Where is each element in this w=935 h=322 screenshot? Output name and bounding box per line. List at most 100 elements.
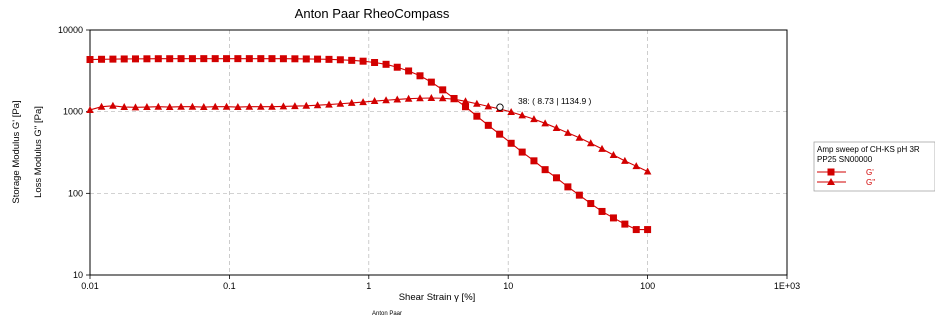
data-point-triangle <box>120 103 129 111</box>
data-point-triangle <box>518 111 526 119</box>
data-point-triangle <box>427 94 436 101</box>
data-point-triangle <box>507 108 515 116</box>
data-point-square <box>336 56 344 64</box>
data-point-square <box>188 55 196 63</box>
data-point-triangle <box>643 167 652 175</box>
cursor-label: 38: ( 8.73 | 1134.9 ) <box>518 96 592 106</box>
x-tick-label: 1 <box>366 281 371 291</box>
data-point-triangle <box>552 124 561 132</box>
data-point-square <box>348 56 356 64</box>
data-point-triangle <box>598 144 606 152</box>
axis-ticks: 0.01 0.1 1 10 100 1E+03 10 100 1000 10000 <box>58 25 800 291</box>
data-point-triangle <box>97 102 106 110</box>
data-point-triangle <box>313 101 322 109</box>
data-point-square <box>632 226 640 234</box>
legend-label-loss: G'' <box>866 178 876 187</box>
data-point-square <box>621 220 629 228</box>
data-point-triangle <box>461 97 470 105</box>
data-series <box>86 55 652 234</box>
data-point-triangle <box>257 102 265 110</box>
data-point-triangle <box>564 128 572 136</box>
data-point-triangle <box>382 96 390 104</box>
data-point-triangle <box>416 94 424 102</box>
data-point-square <box>325 55 333 63</box>
data-point-triangle <box>325 100 333 108</box>
data-point-triangle <box>279 102 288 110</box>
data-point-triangle <box>302 101 311 109</box>
x-axis-label: Shear Strain γ [%] <box>399 292 476 303</box>
legend-header-line-2: PP25 SN00000 <box>817 155 873 164</box>
data-point-triangle <box>245 102 254 110</box>
data-point-square <box>234 55 242 63</box>
data-point-square <box>575 191 583 199</box>
data-point-square <box>109 55 117 63</box>
data-point-triangle <box>393 95 402 103</box>
data-point-square <box>314 55 322 63</box>
data-point-triangle <box>370 97 379 105</box>
data-point-triangle <box>234 103 242 111</box>
data-point-triangle <box>86 105 94 113</box>
data-point-square <box>552 174 560 182</box>
chart-title: Anton Paar RheoCompass <box>295 6 450 21</box>
data-point-square <box>473 112 481 120</box>
data-point-triangle <box>143 103 151 111</box>
data-point-square <box>268 55 276 63</box>
data-point-square <box>541 166 549 174</box>
data-point-square <box>587 200 595 208</box>
data-point-triangle <box>291 102 299 110</box>
data-point-square <box>143 55 151 63</box>
data-point-square <box>484 121 492 129</box>
plot-frame <box>89 29 788 276</box>
data-point-triangle <box>530 115 538 123</box>
data-point-triangle <box>199 103 208 111</box>
x-tick-label: 0.01 <box>81 281 99 291</box>
data-point-triangle <box>450 95 458 103</box>
legend-entry-loss: G'' <box>817 178 876 187</box>
y-axis-label-loss: Loss Modulus G'' [Pa] <box>33 106 44 198</box>
footer-text: Anton Paar <box>372 311 402 317</box>
data-point-triangle <box>211 102 220 110</box>
data-point-triangle <box>586 139 595 147</box>
data-point-square <box>177 55 185 63</box>
data-point-triangle <box>575 133 584 141</box>
data-point-square <box>98 55 106 63</box>
y-tick-label: 10000 <box>58 25 83 35</box>
legend-frame <box>813 141 935 192</box>
data-point-triangle <box>621 156 629 164</box>
y-tick-label: 100 <box>68 188 83 198</box>
data-point-square <box>223 55 231 63</box>
data-point-square <box>279 55 287 63</box>
data-point-square <box>166 55 174 63</box>
data-point-triangle <box>632 162 641 170</box>
data-point-triangle <box>109 101 117 109</box>
legend-entry-storage: G' <box>817 168 874 177</box>
data-point-triangle <box>188 102 197 110</box>
data-point-triangle <box>336 99 345 107</box>
data-point-triangle <box>541 119 549 127</box>
data-point-square <box>382 60 390 68</box>
data-point-square <box>211 55 219 63</box>
x-tick-label: 0.1 <box>223 281 236 291</box>
data-point-triangle <box>165 103 174 111</box>
data-point-triangle <box>484 102 493 110</box>
data-point-square <box>302 55 310 63</box>
data-point-square <box>427 78 435 86</box>
data-point-triangle <box>473 99 481 107</box>
data-point-square <box>507 139 515 147</box>
data-point-triangle <box>131 103 140 111</box>
data-point-triangle <box>154 102 163 110</box>
data-point-square <box>200 55 208 63</box>
data-point-square <box>359 57 367 65</box>
data-point-triangle <box>359 98 367 106</box>
y-tick-label: 1000 <box>63 107 83 117</box>
data-point-square <box>416 72 424 80</box>
x-tick-label: 10 <box>503 281 513 291</box>
data-point-square <box>393 63 401 71</box>
data-point-triangle <box>268 102 276 110</box>
data-point-square <box>439 86 447 94</box>
data-point-square <box>257 55 265 63</box>
data-point-triangle <box>347 98 356 106</box>
y-tick-label: 10 <box>73 270 83 280</box>
legend-header-line-1: Amp sweep of CH-KS pH 3R <box>817 145 920 154</box>
